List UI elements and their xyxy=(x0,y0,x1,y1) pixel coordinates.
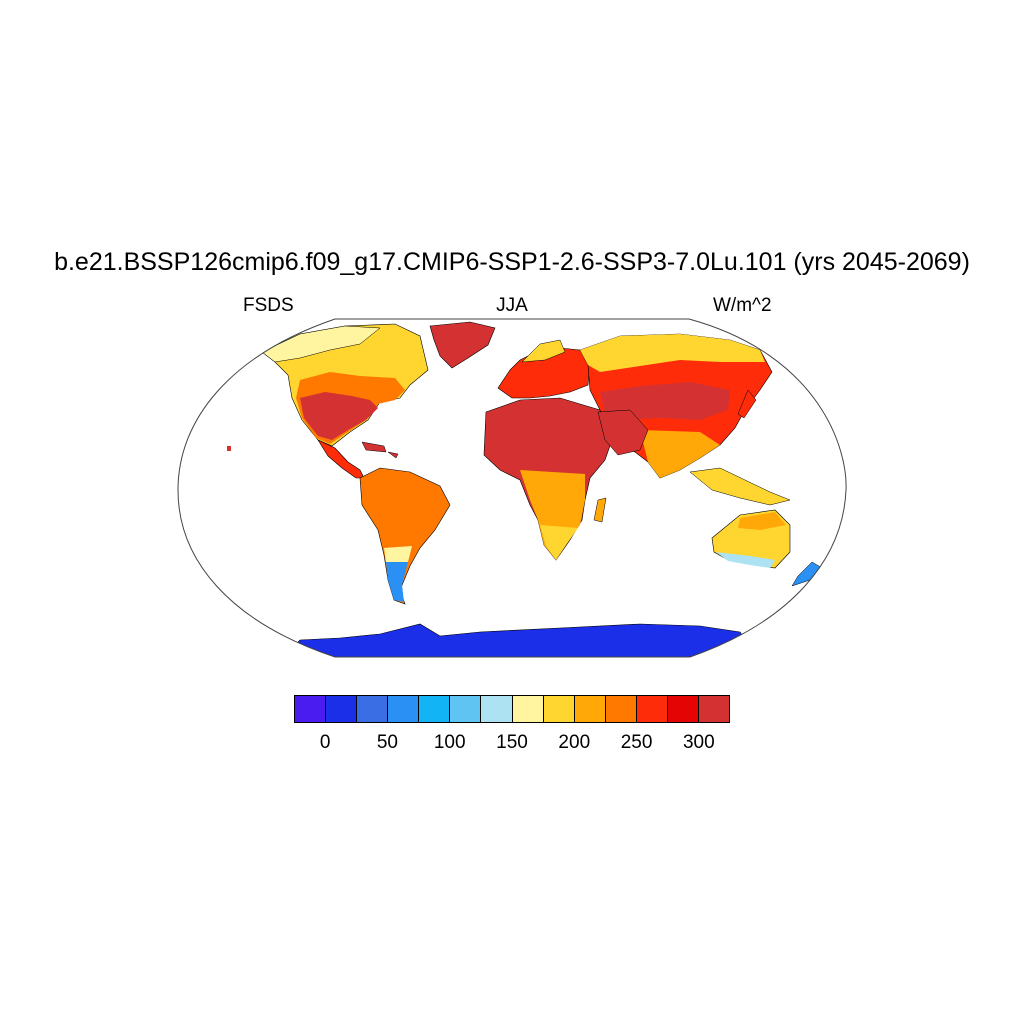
colorbar-segment xyxy=(418,695,451,723)
madagascar-land xyxy=(593,497,607,523)
colorbar-tick-label: 50 xyxy=(376,732,398,753)
south-america-mild xyxy=(384,546,412,562)
australia-north-warm xyxy=(738,512,786,530)
caribbean-islands xyxy=(361,441,399,459)
siberia-mild xyxy=(580,334,765,372)
colorbar-tick-label: 100 xyxy=(433,732,466,753)
colorbar-tick-label: 150 xyxy=(496,732,528,753)
colorbar-tick-label: 250 xyxy=(620,732,653,753)
colorbar xyxy=(294,695,731,723)
japan-land xyxy=(737,389,757,419)
colorbar-segment xyxy=(356,695,389,723)
variable-label: FSDS xyxy=(243,295,294,316)
colorbar-segment xyxy=(480,695,513,723)
africa-south-mild xyxy=(540,525,578,560)
colorbar-segment xyxy=(573,695,606,723)
colorbar-segment xyxy=(387,695,420,723)
colorbar-segment xyxy=(325,695,358,723)
south-america-land xyxy=(359,467,451,605)
map-outline xyxy=(177,318,847,658)
colorbar-segment xyxy=(666,695,700,723)
new-zealand-land xyxy=(791,561,823,587)
south-asia-warm xyxy=(640,430,720,478)
colorbar-tick-label: 0 xyxy=(319,732,331,753)
units-label: W/m^2 xyxy=(713,295,772,316)
season-label: JJA xyxy=(496,295,528,316)
land-fill-layer xyxy=(227,321,823,657)
greenland-land xyxy=(429,321,496,369)
colorbar-segment xyxy=(604,695,637,723)
colorbar-segment xyxy=(698,695,731,723)
antarctica-land xyxy=(279,623,761,657)
south-america-cool xyxy=(386,562,408,602)
southeast-asia-islands xyxy=(689,467,791,506)
arabia-land xyxy=(597,409,649,456)
scandinavia-land xyxy=(521,339,566,363)
colorbar-tick-label: 200 xyxy=(558,732,591,753)
colorbar-ticks: 0 50 100 150 200 250 300 xyxy=(0,732,1024,756)
plot-title: b.e21.BSSP126cmip6.f09_g17.CMIP6-SSP1-2.… xyxy=(54,248,970,276)
colorbar-segment xyxy=(635,695,668,723)
hawaii-island xyxy=(227,446,231,451)
central-asia-hot xyxy=(600,382,730,420)
colorbar-segment xyxy=(511,695,544,723)
colorbar-segment xyxy=(449,695,482,723)
colorbar-segment xyxy=(542,695,575,723)
north-america-hot xyxy=(300,392,378,440)
colorbar-segment xyxy=(294,695,327,723)
central-america-land xyxy=(317,439,365,479)
arctic-canada xyxy=(261,325,381,363)
australia-south-cool xyxy=(716,552,775,568)
colorbar-tick-label: 300 xyxy=(682,732,715,753)
